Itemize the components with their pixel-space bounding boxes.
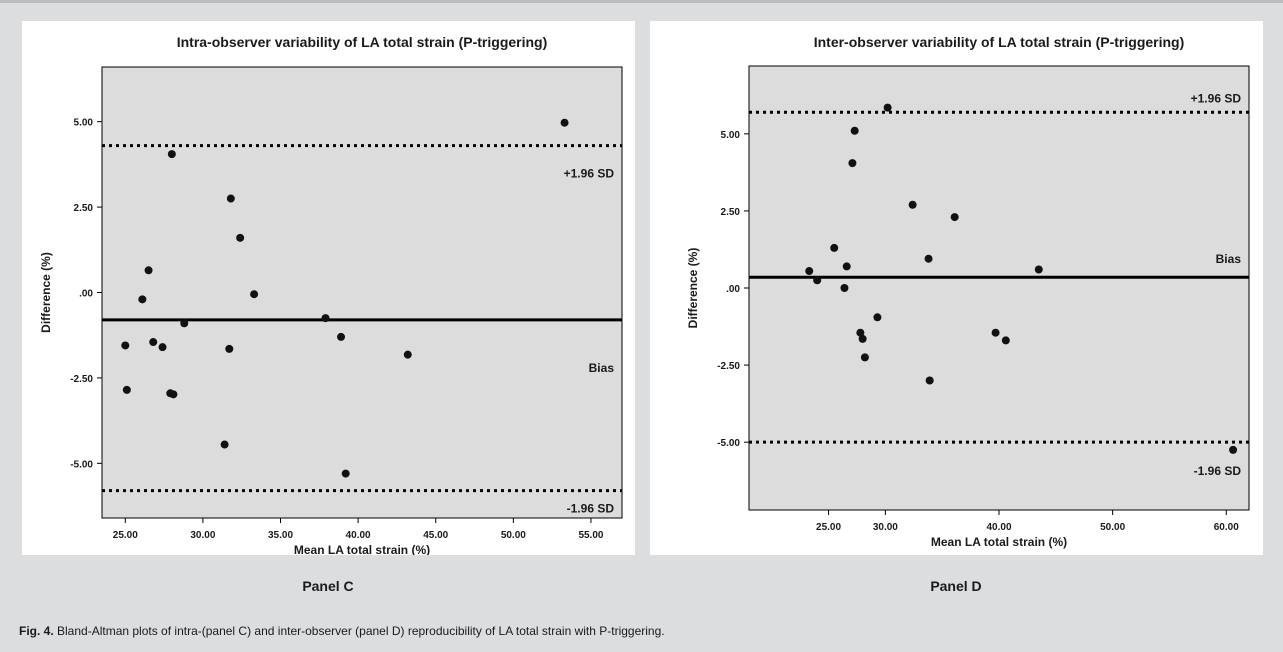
- x-tick-label: 50.00: [501, 530, 526, 541]
- data-point: [850, 126, 859, 135]
- lower-limit-label: -1.96 SD: [567, 502, 615, 516]
- data-point: [122, 385, 131, 394]
- data-point: [860, 353, 869, 362]
- y-tick-label: .00: [726, 284, 740, 295]
- panel-d-chart: Inter-observer variability of LA total s…: [650, 21, 1263, 555]
- data-point: [856, 328, 865, 337]
- y-tick-label: 2.50: [721, 207, 741, 218]
- data-point: [180, 319, 189, 328]
- y-tick-label: .00: [79, 289, 93, 300]
- data-point: [250, 290, 259, 299]
- panel-d-label: Panel D: [930, 578, 982, 594]
- data-point: [225, 344, 234, 353]
- data-point: [149, 338, 158, 347]
- data-point: [848, 159, 857, 168]
- upper-limit-label: +1.96 SD: [1191, 91, 1242, 105]
- data-point: [1034, 265, 1043, 274]
- data-point: [842, 262, 851, 271]
- data-point: [226, 194, 235, 203]
- x-axis-label: Mean LA total strain (%): [931, 535, 1067, 549]
- x-tick-label: 35.00: [268, 530, 293, 541]
- y-axis-label: Difference (%): [39, 252, 53, 333]
- data-point: [121, 341, 130, 350]
- data-point: [158, 343, 167, 352]
- y-axis-label: Difference (%): [686, 248, 700, 329]
- data-point: [805, 267, 814, 276]
- data-point: [950, 213, 959, 222]
- data-point: [1001, 336, 1010, 345]
- data-point: [220, 440, 229, 449]
- x-tick-label: 25.00: [113, 530, 138, 541]
- data-point: [321, 314, 330, 323]
- data-point: [169, 390, 178, 399]
- x-tick-label: 30.00: [190, 530, 215, 541]
- panel-d-svg: Inter-observer variability of LA total s…: [686, 34, 1250, 549]
- y-tick-label: -2.50: [717, 361, 740, 372]
- data-point: [858, 334, 867, 343]
- data-point: [924, 254, 933, 263]
- upper-limit-label: +1.96 SD: [564, 167, 615, 181]
- x-tick-label: 50.00: [1100, 522, 1125, 533]
- plot-area: [101, 66, 623, 519]
- y-tick-label: 5.00: [74, 118, 94, 129]
- y-tick-label: -5.00: [717, 438, 740, 449]
- data-point: [1229, 445, 1238, 454]
- caption-text: Bland-Altman plots of intra-(panel C) an…: [53, 624, 665, 638]
- data-point: [560, 118, 569, 127]
- x-tick-label: 30.00: [873, 522, 898, 533]
- y-tick-label: -2.50: [70, 374, 93, 385]
- x-tick-label: 40.00: [986, 522, 1011, 533]
- y-tick-label: -5.00: [70, 459, 93, 470]
- y-tick-label: 2.50: [74, 203, 94, 214]
- data-point: [167, 150, 176, 159]
- data-point: [883, 103, 892, 112]
- y-tick-label: 5.00: [721, 130, 741, 141]
- x-tick-label: 45.00: [423, 530, 448, 541]
- caption-prefix: Fig. 4.: [19, 624, 54, 638]
- chart-title: Inter-observer variability of LA total s…: [814, 34, 1185, 50]
- data-point: [144, 266, 153, 275]
- x-tick-label: 55.00: [578, 530, 603, 541]
- data-point: [830, 243, 839, 252]
- x-tick-label: 60.00: [1214, 522, 1239, 533]
- panel-c-chart: Intra-observer variability of LA total s…: [22, 21, 635, 555]
- data-point: [908, 200, 917, 209]
- data-point: [236, 233, 245, 242]
- data-point: [403, 350, 412, 359]
- data-point: [341, 469, 350, 478]
- data-point: [813, 276, 822, 285]
- data-point: [337, 332, 346, 341]
- chart-title: Intra-observer variability of LA total s…: [177, 34, 548, 50]
- data-point: [138, 295, 147, 304]
- plot-area: [748, 65, 1250, 511]
- panel-c-svg: Intra-observer variability of LA total s…: [39, 34, 623, 555]
- data-point: [840, 284, 849, 292]
- data-point: [873, 313, 882, 322]
- data-point: [991, 328, 1000, 337]
- bias-label: Bias: [589, 361, 615, 375]
- lower-limit-label: -1.96 SD: [1194, 464, 1242, 478]
- panel-c-label: Panel C: [302, 578, 354, 594]
- bias-label: Bias: [1216, 252, 1242, 266]
- top-rule: [0, 0, 1283, 3]
- x-tick-label: 25.00: [816, 522, 841, 533]
- figure-caption: Fig. 4. Bland-Altman plots of intra-(pan…: [19, 624, 665, 638]
- x-axis-label: Mean LA total strain (%): [294, 543, 430, 555]
- data-point: [925, 376, 934, 385]
- x-tick-label: 40.00: [346, 530, 371, 541]
